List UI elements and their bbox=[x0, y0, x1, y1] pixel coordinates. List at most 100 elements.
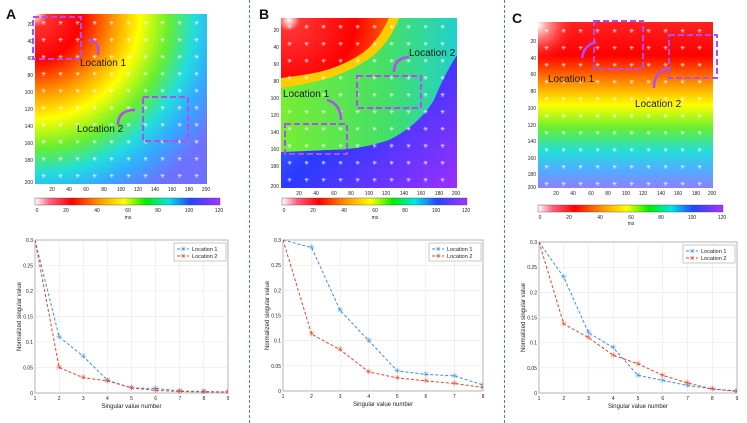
y-tick: 200 bbox=[528, 185, 537, 191]
x-tick: 180 bbox=[435, 191, 444, 197]
y-tick: 0.1 bbox=[26, 340, 33, 346]
x-tick: 4 bbox=[367, 394, 370, 400]
colorbar-unit: ms bbox=[628, 221, 635, 225]
y-tick: 0.15 bbox=[23, 315, 33, 321]
panel-divider-1 bbox=[249, 0, 250, 423]
panel-letter: C bbox=[512, 10, 523, 26]
data-point: ✳ bbox=[560, 320, 567, 329]
x-tick: 200 bbox=[708, 191, 717, 197]
x-axis-label: Singular value number bbox=[608, 404, 668, 410]
y-tick: 0.15 bbox=[271, 314, 281, 320]
data-point: ✳ bbox=[560, 273, 567, 282]
x-tick: 60 bbox=[588, 191, 594, 197]
y-axis-label: Normalized singular value bbox=[521, 282, 527, 352]
data-point: ✳ bbox=[610, 343, 617, 352]
y-tick: 20 bbox=[530, 39, 536, 45]
x-tick: 160 bbox=[417, 191, 426, 197]
x-tick: 3 bbox=[339, 394, 342, 400]
x-tick: 200 bbox=[452, 191, 461, 197]
location-2-box bbox=[142, 96, 189, 142]
x-tick: 2 bbox=[310, 394, 313, 400]
x-tick: 120 bbox=[639, 191, 648, 197]
y-tick: 0.2 bbox=[530, 290, 537, 296]
colorbar-tick: 40 bbox=[341, 208, 347, 214]
series-line bbox=[539, 241, 737, 392]
data-point: ✳ bbox=[308, 330, 315, 339]
y-tick: 0 bbox=[278, 389, 281, 395]
data-point: ✳ bbox=[585, 328, 592, 337]
x-tick: 20 bbox=[49, 187, 55, 193]
data-point: ✳ bbox=[659, 371, 666, 380]
y-axis-ticks: 20 40 60 80 100 120 140 160 180 200 bbox=[25, 22, 34, 186]
y-tick: 0.2 bbox=[274, 288, 281, 294]
location-2-arrow bbox=[652, 66, 669, 89]
series-line bbox=[539, 241, 737, 392]
data-point: ✳ bbox=[365, 336, 372, 345]
data-point: ✳ bbox=[337, 306, 344, 315]
colorbar-tick: 120 bbox=[215, 208, 224, 214]
data-point: ✳ bbox=[104, 376, 111, 385]
data-point: ✳ bbox=[201, 387, 208, 396]
colorbar-tick: 0 bbox=[283, 208, 286, 214]
x-tick: 7 bbox=[686, 396, 689, 402]
y-tick: 20 bbox=[27, 22, 33, 28]
x-tick: 80 bbox=[101, 187, 107, 193]
legend-marker: ✳ bbox=[435, 246, 441, 254]
x-tick: 6 bbox=[154, 396, 157, 402]
data-point: ✳ bbox=[225, 387, 232, 396]
y-tick: 40 bbox=[273, 45, 279, 51]
y-tick: 0.25 bbox=[271, 263, 281, 269]
y-tick: 40 bbox=[27, 39, 33, 45]
colorbar-tick: 20 bbox=[310, 208, 316, 214]
y-tick: 40 bbox=[530, 56, 536, 62]
data-point: ✳ bbox=[56, 332, 63, 341]
y-tick: 0.1 bbox=[530, 341, 537, 347]
colorbar-tick: 100 bbox=[688, 215, 697, 221]
y-tick: 100 bbox=[271, 96, 280, 102]
y-tick: 0.25 bbox=[527, 265, 537, 271]
x-axis-label: Singular value number bbox=[101, 404, 161, 410]
data-point: ✳ bbox=[152, 386, 159, 395]
x-tick: 4 bbox=[612, 396, 615, 402]
colorbar-tick: 120 bbox=[462, 208, 471, 214]
data-point: ✳ bbox=[585, 333, 592, 342]
legend-marker: ✳ bbox=[180, 246, 186, 254]
colorbar bbox=[281, 197, 468, 206]
panel-c: C bbox=[504, 0, 747, 423]
x-axis-ticks: 20 40 60 80 100 120 140 160 180 200 bbox=[49, 187, 210, 193]
location-1-arrow bbox=[326, 98, 343, 121]
data-point: ✳ bbox=[480, 380, 487, 389]
colorbar bbox=[537, 204, 724, 213]
y-tick: 0 bbox=[30, 391, 33, 397]
location-2-arrow bbox=[392, 55, 410, 73]
y-axis-label: Normalized singular value bbox=[265, 280, 271, 350]
y-tick: 120 bbox=[271, 113, 280, 119]
colorbar-tick: 0 bbox=[539, 215, 542, 221]
y-axis-label: Normalized singular value bbox=[17, 281, 23, 351]
x-tick: 120 bbox=[382, 191, 391, 197]
data-point: ✳ bbox=[394, 366, 401, 375]
series-2: ✳✳✳✳✳✳✳✳ bbox=[35, 239, 228, 396]
y-tick: 80 bbox=[530, 89, 536, 95]
y-tick: 20 bbox=[273, 28, 279, 34]
y-axis-ticks: 20 40 60 80 100 120 140 160 180 200 bbox=[271, 28, 280, 190]
colorbar-tick: 20 bbox=[63, 208, 69, 214]
x-tick: 40 bbox=[570, 191, 576, 197]
x-tick: 200 bbox=[202, 187, 211, 193]
y-tick: 80 bbox=[273, 79, 279, 85]
x-tick: 8 bbox=[711, 396, 714, 402]
x-tick: 2 bbox=[562, 396, 565, 402]
y-tick: 0 bbox=[534, 391, 537, 397]
y-tick: 0.05 bbox=[23, 366, 33, 372]
data-point: ✳ bbox=[308, 243, 315, 252]
legend-marker: ✳ bbox=[435, 253, 441, 261]
y-tick: 0.1 bbox=[274, 339, 281, 345]
colorbar-unit: ms bbox=[372, 215, 379, 221]
y-tick: 120 bbox=[528, 123, 537, 129]
y-tick: 0.2 bbox=[26, 289, 33, 295]
y-tick: 0.05 bbox=[527, 366, 537, 372]
y-tick: 120 bbox=[25, 107, 34, 113]
heatmap-b: ✳ 20 40 60 80 100 120 140 160 180 200 20… bbox=[271, 18, 471, 221]
x-tick: 5 bbox=[637, 396, 640, 402]
data-point: ✳ bbox=[152, 384, 159, 393]
